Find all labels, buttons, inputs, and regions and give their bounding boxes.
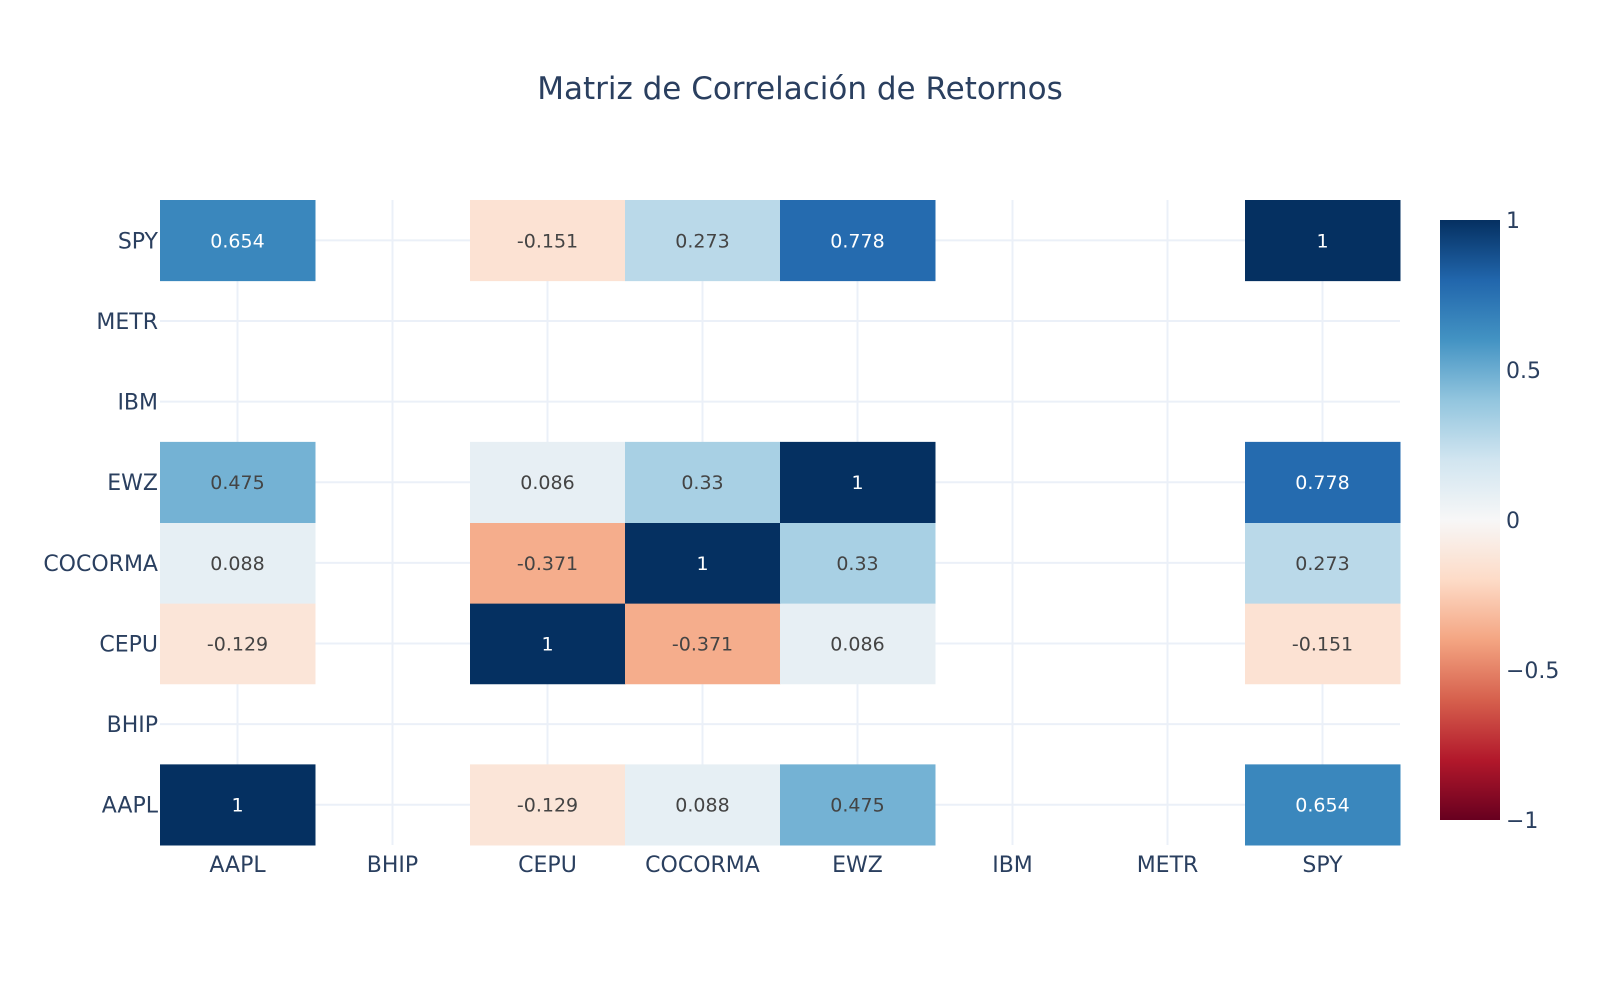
heatmap-cell xyxy=(470,200,626,282)
cell-value-label: -0.371 xyxy=(672,633,733,655)
heatmap-cell xyxy=(625,603,781,685)
heatmap-cells: 1 -0.129 0.088 0.475 0.654 -0.129 1 -0.371 0.086… xyxy=(160,200,1401,846)
heatmap-cell xyxy=(470,764,626,846)
x-axis: AAPL BHIP CEPU COCORMA EWZ IBM METR SPY xyxy=(209,853,1343,878)
heatmap-cell xyxy=(625,200,781,282)
y-tick-label: COCORMA xyxy=(43,552,158,577)
cell-value-label: -0.151 xyxy=(517,230,578,252)
y-tick-label: AAPL xyxy=(102,794,159,819)
y-tick-label: EWZ xyxy=(107,471,158,496)
y-tick-label: IBM xyxy=(117,391,158,416)
cell-value-label: 0.088 xyxy=(675,795,729,817)
colorbar-tick-label: −0.5 xyxy=(1506,659,1559,684)
heatmap-cell xyxy=(780,200,936,282)
y-tick-label: CEPU xyxy=(99,632,158,657)
cell-value-label: 0.778 xyxy=(1295,472,1349,494)
x-tick-label: COCORMA xyxy=(645,853,760,878)
x-tick-label: BHIP xyxy=(367,853,418,878)
cell-value-label: 0.273 xyxy=(1295,553,1349,575)
cell-value-label: 1 xyxy=(696,553,708,575)
x-tick-label: EWZ xyxy=(832,853,883,878)
heatmap-cell xyxy=(1245,764,1401,846)
cell-value-label: 0.273 xyxy=(675,230,729,252)
x-tick-label: IBM xyxy=(992,853,1033,878)
chart-title: Matriz de Correlación de Retornos xyxy=(537,71,1063,107)
heatmap-cell xyxy=(1245,522,1401,604)
heatmap-cell xyxy=(1245,200,1401,282)
heatmap-cell xyxy=(160,200,316,282)
heatmap-cell xyxy=(160,441,316,523)
colorbar-tick-label: 0.5 xyxy=(1506,359,1541,384)
heatmap-cell xyxy=(780,764,936,846)
x-tick-label: CEPU xyxy=(518,853,577,878)
heatmap-cell xyxy=(625,441,781,523)
cell-value-label: -0.151 xyxy=(1292,633,1353,655)
cell-value-label: -0.129 xyxy=(517,795,578,817)
heatmap-cell xyxy=(470,603,626,685)
cell-value-label: 1 xyxy=(541,633,553,655)
cell-value-label: 0.475 xyxy=(210,472,264,494)
heatmap-cell xyxy=(160,603,316,685)
colorbar-gradient xyxy=(1440,220,1500,820)
cell-value-label: 0.654 xyxy=(210,230,264,252)
heatmap-cell xyxy=(470,441,626,523)
cell-value-label: 1 xyxy=(1316,230,1328,252)
cell-value-label: 0.475 xyxy=(830,795,884,817)
colorbar: 1 0.5 0 −0.5 −1 xyxy=(1440,209,1559,834)
heatmap-cell xyxy=(470,522,626,604)
heatmap-cell xyxy=(625,522,781,604)
y-tick-label: METR xyxy=(96,310,158,335)
x-tick-label: SPY xyxy=(1302,853,1343,878)
heatmap-cell xyxy=(160,522,316,604)
colorbar-tick-label: 0 xyxy=(1506,509,1520,534)
heatmap-cell xyxy=(780,522,936,604)
x-tick-label: METR xyxy=(1137,853,1199,878)
heatmap-cell xyxy=(1245,441,1401,523)
heatmap-cell xyxy=(780,441,936,523)
colorbar-tick-label: −1 xyxy=(1506,809,1538,834)
heatmap-cell xyxy=(160,764,316,846)
colorbar-tick-label: 1 xyxy=(1506,209,1520,234)
cell-value-label: 0.33 xyxy=(836,553,878,575)
cell-value-label: 0.086 xyxy=(830,633,884,655)
cell-value-label: 0.33 xyxy=(681,472,723,494)
y-tick-label: BHIP xyxy=(107,713,158,738)
cell-value-label: 0.654 xyxy=(1295,795,1349,817)
cell-value-label: 0.088 xyxy=(210,553,264,575)
cell-value-label: 1 xyxy=(851,472,863,494)
y-axis: AAPL BHIP CEPU COCORMA EWZ IBM METR SPY xyxy=(43,229,158,818)
cell-value-label: 0.778 xyxy=(830,230,884,252)
x-tick-label: AAPL xyxy=(209,853,266,878)
cell-value-label: 0.086 xyxy=(520,472,574,494)
heatmap-cell xyxy=(1245,603,1401,685)
heatmap-cell xyxy=(780,603,936,685)
cell-value-label: -0.371 xyxy=(517,553,578,575)
heatmap-cell xyxy=(625,764,781,846)
cell-value-label: -0.129 xyxy=(207,633,268,655)
y-tick-label: SPY xyxy=(118,229,159,254)
cell-value-label: 1 xyxy=(231,795,243,817)
